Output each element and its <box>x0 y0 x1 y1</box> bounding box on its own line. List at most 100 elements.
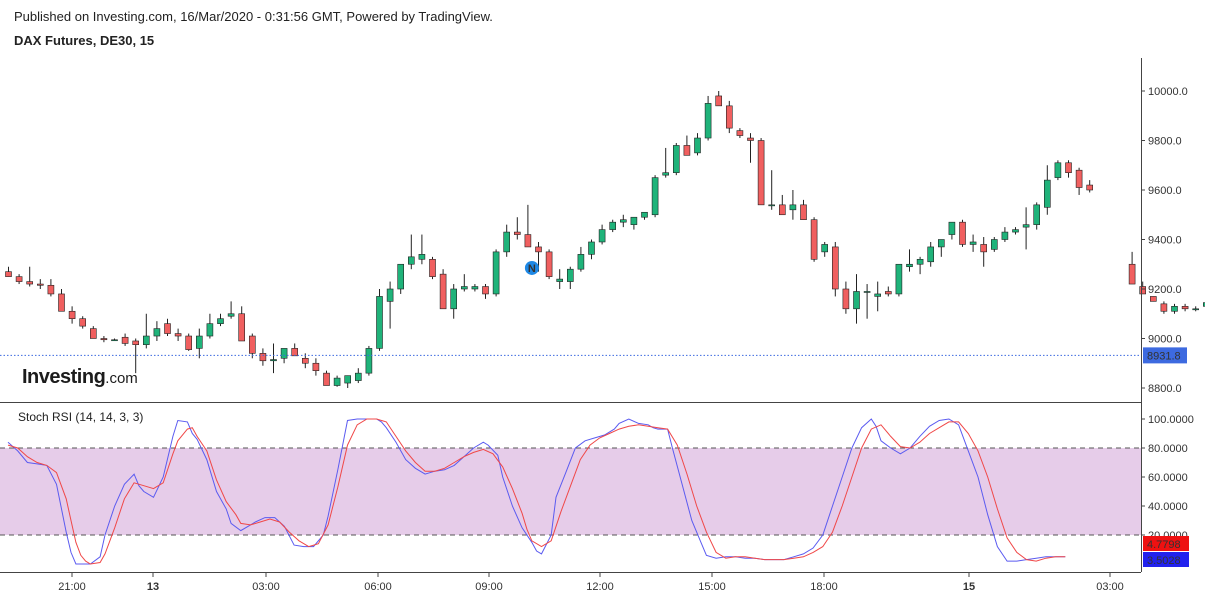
candle-body-up <box>789 204 797 211</box>
candle <box>185 333 192 351</box>
candle-body-up <box>566 268 574 282</box>
price-tick-label: 9400.0 <box>1148 235 1182 247</box>
candle-body-up <box>354 372 362 381</box>
candle <box>333 375 341 387</box>
candle-body-down <box>174 333 182 337</box>
candle-body-up <box>588 241 595 255</box>
stoch-k-value-bg <box>1143 552 1189 567</box>
candle <box>757 138 765 206</box>
candle-body-down <box>1160 303 1168 312</box>
candle <box>619 214 627 228</box>
candle-body-down <box>164 323 171 334</box>
candle <box>450 284 458 319</box>
candle-body-down <box>238 313 245 342</box>
candle <box>969 234 977 252</box>
last-price-line: 8931.8 <box>0 347 1187 364</box>
time-tick-label: 03:00 <box>252 581 280 593</box>
candle-body-up <box>1012 229 1019 233</box>
candle <box>789 190 797 220</box>
candle <box>747 133 754 163</box>
stoch-band <box>0 447 1141 536</box>
candle-body-up <box>916 258 924 265</box>
candle <box>365 345 373 376</box>
candle-body-up <box>270 359 277 362</box>
candle <box>1150 296 1157 302</box>
candle <box>206 313 214 339</box>
candle <box>47 279 55 297</box>
stoch-line-d <box>7 418 1066 565</box>
candle <box>556 269 564 289</box>
candle-body-up <box>969 241 977 245</box>
candle-body-up <box>460 286 468 290</box>
candle <box>874 281 882 312</box>
chart-title: DAX Futures, DE30, 15 <box>14 33 155 48</box>
candle <box>694 133 701 156</box>
candle <box>418 234 426 265</box>
candle-body-down <box>301 357 309 364</box>
candle-body-down <box>482 286 489 295</box>
candle <box>906 249 913 272</box>
time-tick-label: 15:00 <box>698 581 726 593</box>
candle <box>1044 165 1051 215</box>
candle <box>1022 207 1030 250</box>
candle <box>842 281 850 314</box>
price-tick-label: 9600.0 <box>1148 185 1182 197</box>
price-candles <box>5 91 1205 388</box>
candle <box>853 274 860 324</box>
price-tick-label: 9200.0 <box>1148 284 1182 296</box>
candle-body-up <box>1192 308 1199 311</box>
candle-body-down <box>26 281 34 285</box>
candle-body-down <box>439 273 447 310</box>
candle-body-up <box>407 256 415 265</box>
candle-body-down <box>259 353 267 362</box>
candle <box>344 375 352 388</box>
candle-body-down <box>1075 169 1083 188</box>
candle-body-up <box>397 263 405 290</box>
price-tick-label: 9000.0 <box>1148 334 1182 346</box>
candle-body-down <box>725 105 733 129</box>
candle-body-down <box>58 293 65 312</box>
candle-body-up <box>768 204 776 207</box>
candle <box>609 219 617 233</box>
candle <box>407 234 415 270</box>
candle-body-down <box>810 219 818 260</box>
candle <box>5 266 12 277</box>
price-axis: 10000.0 9800.0 9600.0 9400.0 9200.0 9000.0 880… <box>1141 86 1188 395</box>
candle <box>143 313 150 349</box>
candle-body-down <box>524 234 532 248</box>
candle-body-up <box>853 291 860 310</box>
last-price-label: 8931.8 <box>1147 350 1181 362</box>
stoch-tick-label: 80.0000 <box>1148 443 1188 455</box>
event-marker-label: N <box>528 263 536 275</box>
candle <box>959 219 966 247</box>
candle-body-down <box>959 221 966 245</box>
candle <box>100 336 108 343</box>
candle-body-up <box>874 293 882 297</box>
candle-body-up <box>1203 302 1205 307</box>
candle <box>513 217 521 240</box>
event-markers: NP <box>524 260 539 275</box>
candle <box>196 328 203 359</box>
stoch-d-value-bg <box>1143 536 1189 551</box>
event-marker: N <box>524 260 539 275</box>
candle-body-down <box>1128 263 1136 285</box>
candle-body-up <box>927 246 935 263</box>
candle <box>1160 301 1168 314</box>
candle-body-down <box>15 276 23 282</box>
time-tick-label: 12:00 <box>586 581 614 593</box>
candle <box>990 237 998 252</box>
candle <box>132 338 139 374</box>
candle <box>1012 227 1019 235</box>
candle <box>1065 160 1072 178</box>
logo-suffix-text: .com <box>105 370 138 387</box>
candle <box>397 263 405 294</box>
time-tick-label: 06:00 <box>364 581 392 593</box>
candle-body-up <box>1001 231 1009 240</box>
candle <box>1181 303 1189 312</box>
candle-body-up <box>662 172 670 176</box>
candle-body-down <box>249 335 256 354</box>
candle-body-down <box>736 130 744 136</box>
price-tick-label: 10000.0 <box>1148 86 1188 98</box>
candle-body-up <box>196 335 203 349</box>
candle-body-up <box>492 251 500 295</box>
